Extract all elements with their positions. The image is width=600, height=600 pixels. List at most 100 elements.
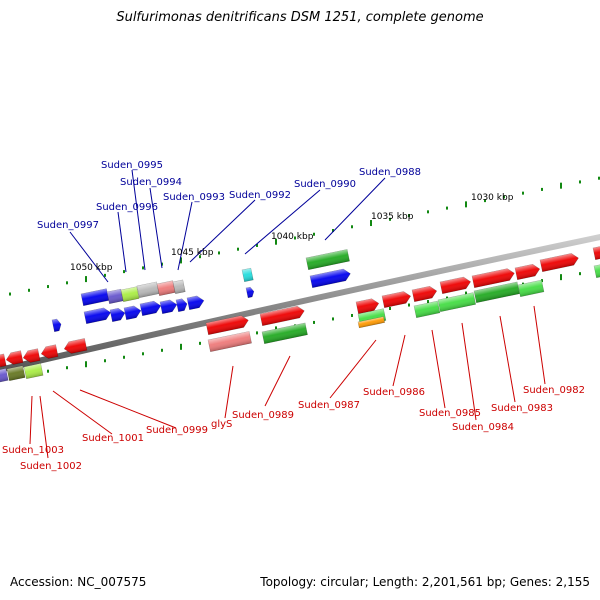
- gene-arrow: [109, 308, 126, 323]
- gene-label-top: Suden_0994: [120, 177, 182, 188]
- gene-arrow: [413, 300, 441, 319]
- leader-line: [177, 201, 193, 271]
- scale-labels: 1030 kbp 1035 kbp 1040 kbp 1045 kbp 1050 kbp: [70, 193, 514, 273]
- gene-arrow: [186, 295, 205, 311]
- leader-line: [392, 334, 406, 387]
- leader-line: [329, 339, 377, 399]
- accession-label: Accession:: [10, 575, 74, 589]
- gene-arrow: [159, 299, 178, 315]
- scale-label: 1050 kbp: [70, 263, 113, 273]
- length-value: 2,201,561 bp: [421, 575, 502, 589]
- gene-label-bottom: Suden_0989: [232, 410, 294, 421]
- gene-arrow: [123, 305, 142, 321]
- gene-arrow: [471, 268, 515, 289]
- gene-arrow: [51, 318, 62, 333]
- gene-arrow: [175, 298, 188, 313]
- topology-value: circular: [320, 575, 365, 589]
- gene-label-bottom: Suden_0982: [523, 385, 585, 396]
- length-label: Length:: [372, 575, 419, 589]
- gene-arrow: [305, 249, 350, 271]
- gene-label-bottom: Suden_0986: [363, 387, 425, 398]
- gene-arrow: [0, 368, 9, 384]
- leader-line: [117, 211, 127, 273]
- leader-line: [499, 315, 516, 403]
- leader-line: [244, 189, 321, 255]
- genes-label: Genes:: [509, 575, 552, 589]
- gene-label-bottom: Suden_1001: [82, 433, 144, 444]
- gene-arrow: [592, 246, 600, 261]
- gene-arrow: [136, 281, 160, 299]
- gene-arrow: [6, 365, 26, 382]
- gene-arrow: [259, 305, 305, 327]
- leader-line: [224, 365, 234, 419]
- gene-features: [0, 246, 600, 384]
- leader-line: [431, 329, 446, 409]
- scale-label: 1045 kbp: [171, 248, 214, 258]
- genes-value: 2,155: [555, 575, 590, 589]
- gene-arrow: [357, 316, 385, 329]
- leader-line: [264, 355, 291, 407]
- gene-label-top: Suden_0993: [163, 192, 225, 203]
- gene-label-top: Suden_0990: [294, 179, 356, 190]
- map-title: Sulfurimonas denitrificans DSM 1251, com…: [116, 10, 484, 25]
- gene-arrow: [172, 279, 186, 295]
- gene-arrow: [0, 353, 7, 368]
- gene-label-top: Suden_0996: [96, 202, 158, 213]
- scale-label: 1035 kbp: [371, 212, 414, 222]
- gene-arrow: [5, 350, 24, 365]
- gene-label-top: Suden_0992: [229, 190, 291, 201]
- gene-arrow: [80, 288, 110, 307]
- gene-arrow: [106, 288, 124, 305]
- leader-line: [39, 395, 49, 459]
- gene-arrow: [23, 363, 44, 380]
- leader-line: [131, 169, 146, 271]
- topology-label: Topology:: [260, 575, 317, 589]
- gene-label-bottom: Suden_0984: [452, 422, 514, 433]
- leader-line: [52, 390, 113, 435]
- gene-label-top: Suden_0997: [37, 220, 99, 231]
- gene-arrow: [439, 276, 471, 295]
- gene-label-top: Suden_0995: [101, 160, 163, 171]
- gene-label-bottom: Suden_1002: [20, 461, 82, 472]
- gene-arrow: [63, 338, 88, 354]
- gene-label-top: Suden_0988: [359, 167, 421, 178]
- scale-label: 1030 kbp: [471, 193, 514, 203]
- gene-arrow: [205, 315, 249, 336]
- gene-arrow: [120, 286, 140, 303]
- genome-stats: Topology: circular; Length: 2,201,561 bp…: [260, 575, 590, 589]
- gene-arrow: [539, 253, 579, 273]
- leader-line: [69, 231, 109, 283]
- scale-label: 1040 kbp: [271, 232, 314, 242]
- gene-arrow: [241, 267, 254, 283]
- gene-label-bottom: Suden_0985: [419, 408, 481, 419]
- leader-line: [189, 199, 256, 263]
- gene-arrow: [381, 291, 411, 309]
- gene-arrow: [437, 292, 476, 313]
- accession-readout: Accession: NC_007575: [10, 575, 146, 589]
- gene-arrow: [514, 264, 541, 281]
- gene-arrow: [593, 264, 600, 279]
- gene-arrow: [245, 286, 255, 299]
- leader-line: [79, 389, 177, 429]
- gene-label-bottom: glyS: [211, 419, 232, 430]
- gene-label-bottom: Suden_1003: [2, 445, 64, 456]
- gene-label-bottom: Suden_0983: [491, 403, 553, 414]
- leader-line: [149, 187, 163, 269]
- gene-arrow: [156, 280, 176, 297]
- gene-arrow: [40, 344, 59, 359]
- gene-arrow: [261, 322, 308, 345]
- gene-label-bottom: Suden_0987: [298, 400, 360, 411]
- gene-arrow: [355, 298, 380, 315]
- gene-arrow: [207, 331, 252, 353]
- leader-line: [461, 322, 477, 421]
- label-leader-lines: [29, 169, 546, 459]
- gene-arrow: [473, 281, 520, 304]
- accession-value: NC_007575: [77, 575, 147, 589]
- leader-line: [29, 395, 33, 445]
- gene-arrow: [411, 286, 438, 303]
- gene-arrow: [22, 348, 41, 363]
- gene-arrow: [309, 268, 351, 289]
- leader-line: [324, 177, 386, 241]
